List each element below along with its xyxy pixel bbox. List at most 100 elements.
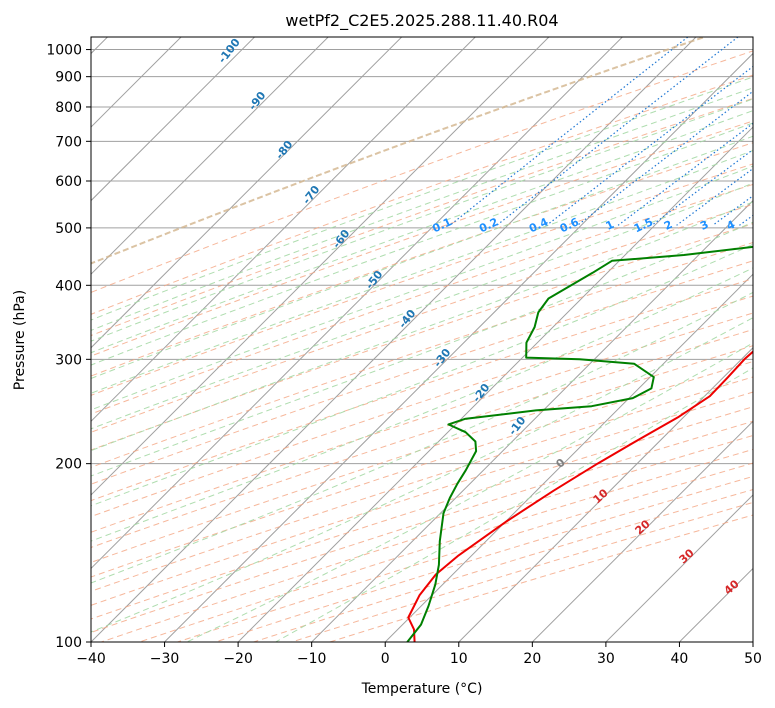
mixing-ratio-label: 4 bbox=[725, 218, 738, 233]
y-tick-label: 600 bbox=[55, 174, 82, 190]
moist-adiabat-line bbox=[91, 98, 753, 342]
moist-adiabat-line bbox=[91, 165, 753, 411]
moist-adiabat-line bbox=[91, 87, 753, 331]
dry-adiabat-line bbox=[91, 312, 753, 533]
isotherm-line bbox=[678, 567, 753, 642]
moist-adiabat-line bbox=[91, 149, 753, 394]
edge-arc-line bbox=[91, 37, 708, 265]
x-tick-label: 30 bbox=[597, 651, 615, 667]
moist-adiabat-line bbox=[91, 243, 753, 507]
dry-adiabat-label: -60 bbox=[330, 227, 353, 251]
isotherm-line bbox=[310, 199, 753, 642]
x-tick-label: −10 bbox=[297, 651, 327, 667]
moist-adiabat-line bbox=[91, 182, 753, 430]
dry-adiabat-line bbox=[91, 376, 753, 592]
moist-adiabat-line bbox=[91, 135, 753, 379]
moist-adiabat-line bbox=[91, 76, 753, 321]
background-lines bbox=[91, 37, 753, 642]
isotherm-line bbox=[384, 273, 753, 642]
moist-adiabat-line bbox=[91, 122, 753, 366]
isotherm-line bbox=[91, 37, 403, 349]
x-tick-label: 0 bbox=[381, 651, 390, 667]
temperature-line bbox=[407, 350, 753, 642]
mixing-ratio-label: 3 bbox=[698, 218, 710, 233]
mixing-ratio-label: 6 bbox=[763, 218, 775, 233]
isotherm-label: 10 bbox=[591, 486, 611, 506]
mixing-ratio-line bbox=[577, 90, 753, 226]
iso-labels: -100-90-80-70-60-50-40-30-20-100.1 0.2 0.4… bbox=[216, 36, 775, 597]
dry-adiabat-line bbox=[101, 434, 753, 642]
dry-adiabat-line bbox=[91, 183, 753, 415]
isotherm-line bbox=[91, 37, 329, 275]
moist-adiabat-line bbox=[275, 367, 753, 642]
isotherm-line bbox=[91, 37, 624, 570]
y-tick-label: 300 bbox=[55, 352, 82, 368]
y-tick-label: 200 bbox=[55, 457, 82, 473]
dry-adiabat-line bbox=[91, 223, 753, 451]
mixing-ratio-label: 0.2 bbox=[477, 215, 500, 235]
series-layer bbox=[406, 245, 753, 642]
dry-adiabat-label: -90 bbox=[246, 89, 269, 113]
dry-adiabat-line bbox=[91, 360, 753, 578]
moist-adiabat-line bbox=[91, 267, 753, 542]
dry-adiabat-label: -30 bbox=[431, 346, 454, 370]
dry-adiabat-label: -100 bbox=[216, 36, 243, 66]
y-axis: 100 200 300 400 500 600 700 800 900 1000 bbox=[46, 43, 91, 651]
isotherm-line bbox=[163, 52, 753, 642]
x-axis-label: Temperature (°C) bbox=[361, 681, 483, 697]
dry-adiabat-line bbox=[91, 120, 753, 357]
mixing-ratio-line bbox=[496, 37, 739, 226]
isotherm-label: 40 bbox=[722, 577, 742, 597]
isotherm-line bbox=[605, 494, 753, 642]
isotherm-label: 20 bbox=[633, 517, 653, 537]
mixing-ratio-line bbox=[546, 65, 753, 226]
dry-adiabat-line bbox=[91, 203, 753, 433]
mixing-ratio-line bbox=[449, 37, 689, 226]
dry-adiabat-line bbox=[91, 50, 753, 293]
moist-adiabat-line bbox=[91, 110, 753, 354]
dry-adiabat-line bbox=[91, 142, 753, 377]
dry-adiabat-line bbox=[91, 74, 753, 315]
moist-adiabat-line bbox=[91, 291, 753, 584]
x-axis: −40 −30 −20 −10 0 10 20 30 40 50 bbox=[76, 642, 762, 667]
mixing-ratio-line bbox=[617, 122, 753, 226]
dry-adiabat-line bbox=[91, 391, 753, 606]
dry-adiabat-line bbox=[91, 278, 753, 502]
moist-adiabat-line bbox=[91, 317, 753, 633]
mixing-ratio-line bbox=[739, 214, 753, 226]
y-tick-label: 1000 bbox=[46, 43, 82, 59]
x-tick-label: −20 bbox=[223, 651, 253, 667]
isotherm-line bbox=[91, 37, 256, 202]
isotherm-line bbox=[91, 37, 697, 642]
y-tick-label: 400 bbox=[55, 278, 82, 294]
isotherm-line bbox=[237, 126, 753, 642]
y-tick-label: 700 bbox=[55, 134, 82, 150]
dry-adiabat-line bbox=[91, 260, 753, 485]
y-tick-label: 800 bbox=[55, 100, 82, 116]
mixing-ratio-line bbox=[676, 167, 753, 226]
mixing-ratio-label: 0.6 bbox=[558, 215, 581, 235]
mixing-ratio-label: 1.5 bbox=[632, 215, 655, 235]
isotherm-line bbox=[91, 37, 477, 423]
dewpoint-line bbox=[406, 245, 753, 642]
dry-adiabat-label: -50 bbox=[363, 268, 386, 292]
moist-adiabat-line bbox=[186, 342, 753, 642]
dry-adiabat-line bbox=[91, 329, 753, 549]
mixing-ratio-label: 1 bbox=[604, 218, 616, 233]
dry-adiabat-line bbox=[91, 406, 753, 620]
y-axis-label: Pressure (hPa) bbox=[12, 290, 28, 390]
x-tick-label: −30 bbox=[150, 651, 180, 667]
plot-frame bbox=[90, 36, 754, 643]
y-tick-label: 500 bbox=[55, 221, 82, 237]
dry-adiabat-line bbox=[91, 97, 753, 337]
dry-adiabat-line bbox=[91, 163, 753, 396]
isotherm-line bbox=[458, 347, 753, 642]
isotherm-line bbox=[531, 420, 753, 642]
chart-title: wetPf2_C2E5.2025.288.11.40.R04 bbox=[285, 11, 558, 31]
dry-adiabat-line bbox=[91, 345, 753, 563]
dry-adiabat-label: -70 bbox=[300, 183, 323, 207]
x-tick-label: 50 bbox=[744, 651, 762, 667]
x-tick-label: 40 bbox=[671, 651, 689, 667]
